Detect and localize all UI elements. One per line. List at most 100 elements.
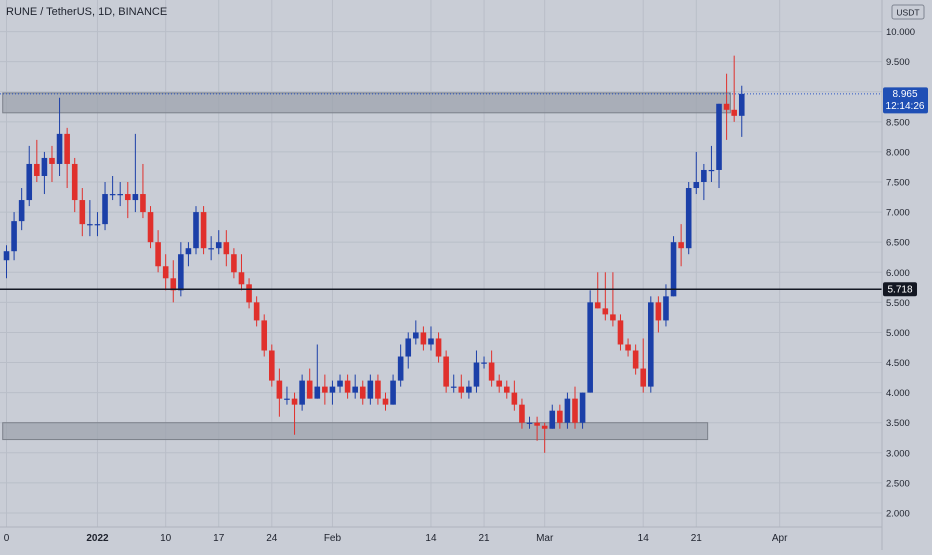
candle-body — [329, 386, 336, 393]
candle-body — [41, 157, 48, 176]
last-price-value: 8.965 — [892, 89, 917, 100]
candle-body — [625, 344, 631, 351]
candle-body — [34, 163, 40, 176]
candle-body — [215, 242, 222, 249]
time-tick-label: 10 — [160, 533, 172, 544]
candle-body — [352, 386, 358, 393]
candle-body — [716, 103, 722, 170]
candle-body — [284, 398, 290, 400]
candle-body — [18, 200, 25, 222]
price-tick-label: 2.500 — [886, 478, 910, 489]
price-tick-label: 8.500 — [886, 117, 910, 128]
candle-body — [549, 410, 556, 429]
level-price-value: 5.718 — [887, 285, 912, 296]
time-axis[interactable]: 0 2022 10 17 24 Feb 14 21 Mar 14 21 Apr — [4, 533, 788, 544]
zone-rect — [2, 92, 731, 114]
candle-body — [261, 320, 268, 351]
candle-body — [473, 362, 480, 387]
candle-body — [11, 221, 17, 252]
candle-body — [632, 350, 639, 369]
time-tick-label: 21 — [691, 533, 703, 544]
candle-body — [314, 386, 321, 399]
candle-body — [655, 302, 662, 321]
candle-body — [557, 410, 563, 423]
candle-body — [359, 386, 366, 399]
candle-body — [87, 224, 93, 226]
chart-title: RUNE / TetherUS, 1D, BINANCE — [6, 6, 168, 18]
zone-rect — [2, 422, 709, 441]
candle-body — [678, 242, 684, 249]
candle-body — [299, 380, 305, 405]
price-axis[interactable]: 2.000 2.500 3.000 3.500 4.000 4.500 5.000 5.500… — [886, 27, 915, 519]
currency-badge[interactable] — [891, 4, 925, 20]
candle-body — [496, 380, 502, 387]
candle-body — [94, 224, 101, 226]
candle-body — [587, 302, 593, 393]
candle-body — [344, 380, 351, 393]
price-tick-label: 3.500 — [886, 418, 910, 429]
time-tick-label: Feb — [324, 533, 342, 544]
candle-body — [685, 188, 692, 249]
price-tick-label: 6.000 — [886, 268, 910, 279]
candle-body — [503, 386, 510, 393]
price-tick-label: 8.000 — [886, 147, 910, 158]
candle-body — [26, 163, 33, 201]
candle-body — [291, 398, 298, 405]
candle-body — [117, 194, 123, 196]
price-tags: USDT 8.965 12:14:26 5.718 — [883, 4, 928, 297]
price-tick-label: 3.000 — [886, 448, 910, 459]
candle-body — [49, 157, 55, 164]
candle-body — [193, 212, 199, 249]
candle-body — [572, 398, 578, 423]
candle-body — [147, 212, 154, 243]
candle-body — [466, 386, 472, 393]
candle-body — [519, 404, 525, 423]
candle-body — [708, 169, 715, 172]
candle-body — [306, 380, 313, 399]
candle-body — [238, 272, 245, 285]
candle-body — [269, 350, 275, 381]
time-tick-label: 24 — [266, 533, 278, 544]
candle-body — [579, 392, 586, 423]
candle-body — [648, 302, 654, 387]
candle-body — [723, 103, 730, 110]
candle-body — [253, 302, 260, 321]
candle-body — [640, 368, 647, 387]
time-tick-label: 2022 — [86, 533, 109, 544]
candle-body — [223, 242, 230, 255]
time-tick-label: 14 — [638, 533, 650, 544]
time-tick-label: 0 — [4, 533, 10, 544]
candle-body — [526, 422, 533, 424]
candle-body — [450, 386, 457, 388]
candle-body — [488, 362, 495, 381]
candle-body — [322, 386, 328, 393]
time-tick-label: Mar — [536, 533, 554, 544]
price-tick-label: 5.500 — [886, 298, 910, 309]
candle-body — [3, 251, 10, 261]
price-tick-label: 9.500 — [886, 57, 910, 68]
candle-body — [564, 398, 571, 423]
candle-body — [170, 278, 177, 291]
price-tick-label: 5.000 — [886, 328, 910, 339]
candle-body — [701, 169, 707, 183]
candle-body — [102, 194, 108, 225]
candle-body — [208, 248, 214, 250]
candle-body — [617, 320, 624, 345]
time-tick-label: 14 — [425, 533, 437, 544]
candle-body — [443, 356, 449, 387]
candle-body — [541, 425, 548, 429]
candle-body — [534, 422, 540, 426]
candle-body — [397, 356, 404, 381]
zones — [2, 92, 731, 441]
levels — [0, 93, 882, 291]
last-price-tag — [883, 87, 928, 114]
candle-body — [337, 380, 343, 387]
countdown-value: 12:14:26 — [886, 101, 925, 112]
price-tick-label: 4.500 — [886, 358, 910, 369]
time-tick-label: Apr — [772, 533, 788, 544]
candle-body — [276, 380, 283, 399]
candle-body — [594, 302, 601, 309]
candles — [3, 55, 745, 453]
